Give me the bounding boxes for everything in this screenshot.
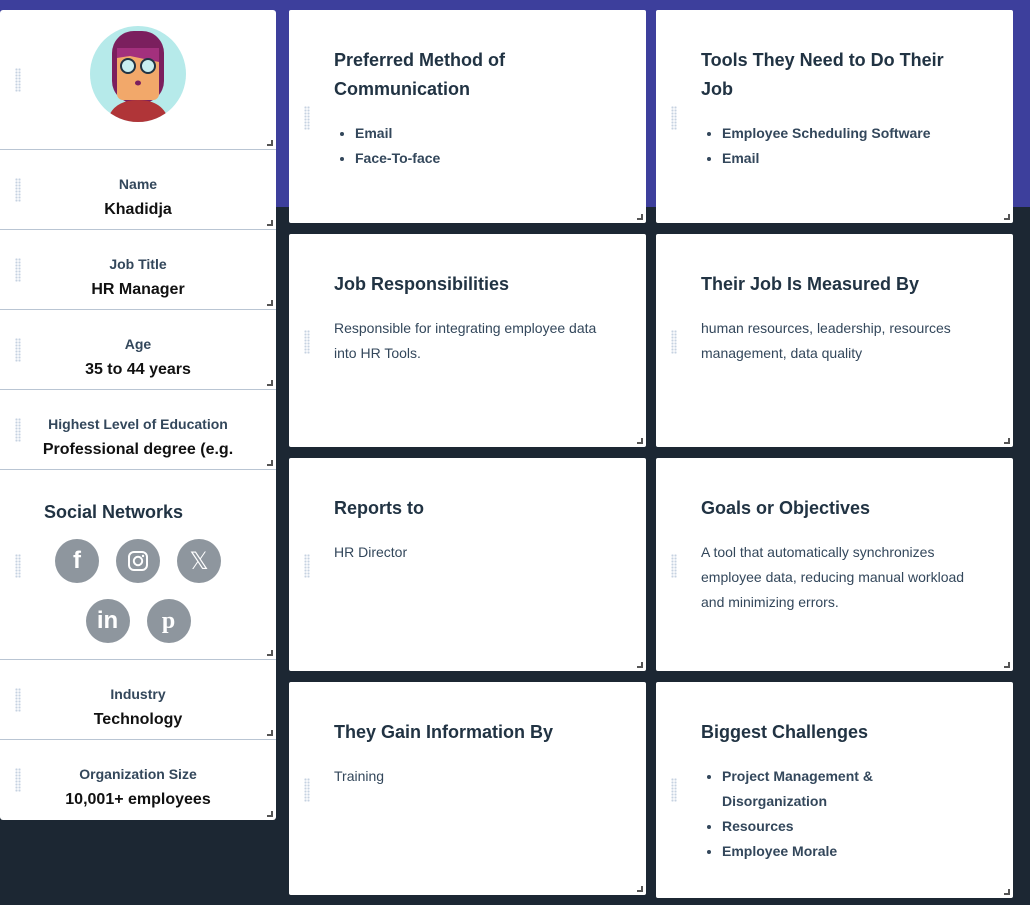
card-title: They Gain Information By [334, 722, 554, 742]
drag-handle[interactable] [304, 330, 310, 354]
job-title-value: HR Manager [91, 281, 185, 298]
card-text: A tool that automatically synchronizes e… [701, 544, 965, 610]
avatar-section [0, 10, 276, 150]
list-item: Email [722, 146, 973, 171]
list-item: Employee Morale [722, 839, 883, 864]
list-item: Email [355, 121, 606, 146]
resize-handle[interactable] [267, 220, 273, 226]
card-goals: Goals or Objectives A tool that automati… [656, 458, 1013, 671]
resize-handle[interactable] [1004, 889, 1010, 895]
resize-handle[interactable] [267, 650, 273, 656]
resize-handle[interactable] [1004, 662, 1010, 668]
list-item: Employee Scheduling Software [722, 121, 973, 146]
card-text: human resources, leadership, resources m… [701, 320, 951, 361]
card-title: Job Responsibilities [334, 274, 510, 294]
drag-handle[interactable] [304, 778, 310, 802]
social-networks-title: Social Networks [44, 502, 184, 522]
social-networks-section: Social Networks f 𝕏 in p [0, 470, 276, 660]
drag-handle[interactable] [671, 330, 677, 354]
list-item: Project Management & Disorganization [722, 764, 883, 814]
drag-handle[interactable] [15, 768, 21, 792]
age-label: Age [124, 336, 152, 352]
persona-profile-column: Name Khadidja Job Title HR Manager Age 3… [0, 10, 276, 820]
linkedin-icon[interactable]: in [85, 599, 130, 643]
x-icon[interactable]: 𝕏 [177, 539, 221, 583]
card-measured-by: Their Job Is Measured By human resources… [656, 234, 1013, 447]
resize-handle[interactable] [267, 380, 273, 386]
card-title: Tools They Need to Do Their Job [701, 50, 944, 99]
card-responsibilities: Job Responsibilities Responsible for int… [289, 234, 646, 447]
organization-size-label: Organization Size [79, 766, 197, 782]
card-text: HR Director [334, 544, 408, 560]
avatar [90, 26, 186, 122]
list-item: Face-To-face [355, 146, 606, 171]
card-title: Their Job Is Measured By [701, 274, 920, 294]
resize-handle[interactable] [637, 214, 643, 220]
facebook-icon[interactable]: f [55, 539, 99, 583]
card-title: Preferred Method of Communication [334, 50, 506, 99]
industry-section: Industry Technology [0, 660, 276, 740]
drag-handle[interactable] [304, 106, 310, 130]
drag-handle[interactable] [15, 418, 21, 442]
resize-handle[interactable] [267, 460, 273, 466]
education-value: Professional degree (e.g. [42, 441, 234, 458]
card-title: Biggest Challenges [701, 722, 869, 742]
drag-handle[interactable] [671, 106, 677, 130]
name-value: Khadidja [104, 201, 172, 218]
organization-size-section: Organization Size 10,001+ employees [0, 740, 276, 820]
name-label: Name [118, 176, 158, 192]
job-title-section: Job Title HR Manager [0, 230, 276, 310]
name-section: Name Khadidja [0, 150, 276, 230]
drag-handle[interactable] [15, 688, 21, 712]
resize-handle[interactable] [267, 300, 273, 306]
drag-handle[interactable] [671, 554, 677, 578]
resize-handle[interactable] [637, 438, 643, 444]
resize-handle[interactable] [1004, 214, 1010, 220]
card-tools: Tools They Need to Do Their Job Employee… [656, 10, 1013, 223]
drag-handle[interactable] [671, 778, 677, 802]
card-text: Training [334, 768, 385, 784]
job-title-label: Job Title [109, 256, 167, 272]
card-challenges: Biggest Challenges Project Management & … [656, 682, 1013, 898]
resize-handle[interactable] [267, 140, 273, 146]
card-title: Goals or Objectives [701, 498, 871, 518]
resize-handle[interactable] [637, 662, 643, 668]
drag-handle[interactable] [15, 338, 21, 362]
card-reports-to: Reports to HR Director [289, 458, 646, 671]
resize-handle[interactable] [637, 886, 643, 892]
resize-handle[interactable] [267, 730, 273, 736]
age-value: 35 to 44 years [85, 361, 191, 378]
drag-handle[interactable] [15, 68, 21, 92]
card-communication: Preferred Method of Communication EmailF… [289, 10, 646, 223]
pinterest-icon[interactable]: p [146, 599, 191, 643]
drag-handle[interactable] [15, 554, 21, 578]
resize-handle[interactable] [1004, 438, 1010, 444]
education-section: Highest Level of Education Professional … [0, 390, 276, 470]
drag-handle[interactable] [15, 258, 21, 282]
card-title: Reports to [334, 498, 424, 518]
card-gain-information: They Gain Information By Training [289, 682, 646, 895]
card-text: Responsible for integrating employee dat… [334, 320, 597, 361]
age-section: Age 35 to 44 years [0, 310, 276, 390]
drag-handle[interactable] [304, 554, 310, 578]
list-item: Resources [722, 814, 883, 839]
resize-handle[interactable] [267, 811, 273, 817]
industry-value: Technology [93, 711, 183, 728]
industry-label: Industry [110, 686, 166, 702]
drag-handle[interactable] [15, 178, 21, 202]
education-label: Highest Level of Education [48, 416, 228, 432]
instagram-icon[interactable] [116, 539, 160, 583]
organization-size-value: 10,001+ employees [65, 791, 211, 808]
